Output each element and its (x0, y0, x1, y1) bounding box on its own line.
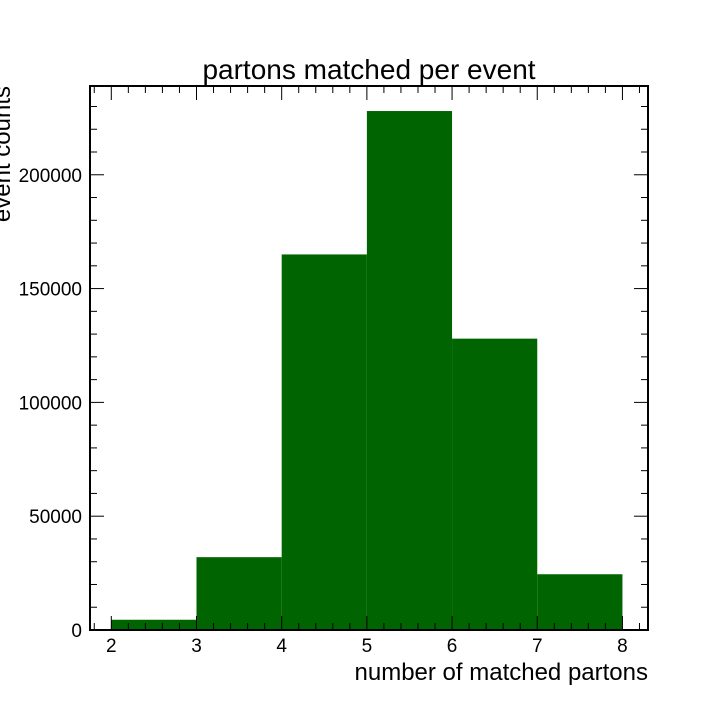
y-tick-label: 0 (71, 621, 82, 642)
bar-bin-5-6 (366, 111, 453, 630)
bar-bin-4-5 (281, 254, 367, 630)
x-tick-label: 8 (617, 636, 628, 657)
x-tick-label: 4 (276, 636, 287, 657)
y-tick-label: 100000 (19, 393, 82, 414)
bar-bin-6-7 (452, 338, 538, 630)
y-tick-label: 200000 (19, 166, 82, 187)
y-axis-label: event counts (0, 86, 16, 222)
x-tick-label: 3 (191, 636, 202, 657)
bars-group (111, 111, 623, 630)
bar-bin-2-3 (111, 619, 197, 630)
y-tick-label: 150000 (19, 280, 82, 301)
plot-frame (89, 85, 649, 631)
x-axis-label: number of matched partons (355, 659, 649, 686)
ticks-group (90, 86, 648, 631)
chart-title: partons matched per event (202, 54, 535, 85)
y-tick-label: 50000 (29, 507, 82, 528)
x-tick-label: 2 (106, 636, 117, 657)
tick-labels-group: 2 3 4 5 6 7 8 0 50000 100000 150000 200000 (19, 166, 628, 657)
x-tick-label: 5 (362, 636, 373, 657)
bar-bin-7-8 (537, 574, 623, 630)
x-tick-label: 7 (532, 636, 543, 657)
x-tick-label: 6 (447, 636, 458, 657)
bar-bin-3-4 (196, 557, 282, 630)
